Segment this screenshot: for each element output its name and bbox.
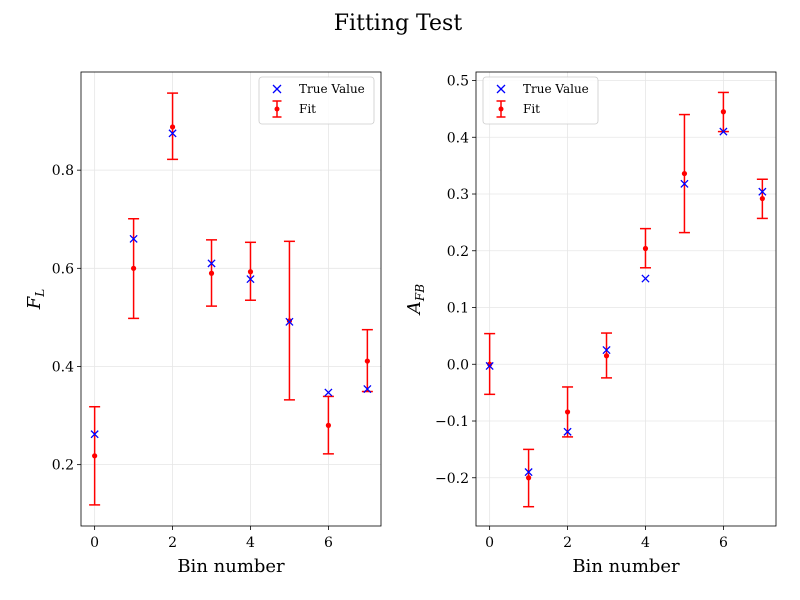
true-value-point	[129, 234, 138, 243]
y-tick-label: 0.0	[447, 357, 469, 373]
true-value-point	[641, 274, 650, 283]
true-value-point	[485, 361, 494, 371]
true-value-point	[285, 317, 294, 326]
true-value-point	[90, 430, 99, 439]
axes-frame	[80, 71, 382, 527]
legend-box	[258, 76, 375, 125]
legend-box	[482, 76, 599, 125]
y-axis-label: FL	[24, 289, 47, 311]
fit-point	[603, 353, 610, 359]
true-value-point	[602, 346, 611, 355]
y-tick-label: 0.2	[447, 244, 469, 260]
x-tick-label: 0	[90, 535, 99, 551]
legend-fit-label: Fit	[299, 102, 316, 116]
fit-point	[720, 109, 727, 115]
y-tick-label: 0.4	[447, 130, 469, 146]
fit-point	[208, 270, 215, 276]
fit-point	[642, 245, 649, 252]
y-tick-label: 0.3	[447, 187, 469, 203]
true-value-point	[524, 468, 533, 477]
y-tick-label: 0.6	[52, 261, 74, 277]
y-tick-label: −0.1	[435, 414, 469, 430]
fit-point	[92, 453, 98, 459]
legend-fit-marker	[498, 106, 504, 112]
axes-fl: 0 2 4 6 0.2 0.4 0.6 0.8 Bin number FL True Value Fi…	[24, 71, 382, 577]
true-value-point	[563, 427, 572, 436]
axes-afb: 0 2 4 6 −0.2 −0.1 0.0 0.1 0.2 0.3 0.4 0.5 Bin number…	[404, 71, 777, 577]
true-value-point	[168, 129, 177, 138]
y-axis-label: AFB	[404, 284, 427, 316]
x-axis-label: Bin number	[572, 556, 680, 577]
fit-point	[286, 318, 293, 324]
fit-point	[525, 475, 532, 481]
legend-true-value-label: True Value	[523, 82, 589, 96]
y-tick-label: −0.2	[435, 471, 469, 487]
true-value-point	[719, 127, 728, 136]
y-tick-label: 0.1	[447, 301, 469, 317]
legend-fit-label: Fit	[523, 102, 540, 116]
x-tick-label: 2	[168, 535, 177, 551]
fit-point	[681, 170, 688, 177]
x-tick-label: 0	[485, 535, 494, 551]
x-tick-label: 6	[324, 535, 333, 551]
legend-fit-marker	[274, 106, 280, 112]
true-value-point	[758, 187, 767, 196]
legend-true-value-label: True Value	[299, 82, 365, 96]
fit-point	[325, 422, 332, 428]
x-tick-label: 6	[719, 535, 728, 551]
x-tick-label: 4	[641, 535, 650, 551]
fit-point	[759, 195, 765, 202]
fit-point	[564, 409, 571, 415]
y-tick-label: 0.5	[447, 74, 469, 90]
legend-true-value-marker	[272, 84, 282, 94]
legend: True Value Fit	[258, 76, 375, 125]
figure-title: Fitting Test	[334, 11, 463, 36]
true-value-point	[363, 385, 372, 394]
legend-true-value-marker	[496, 84, 506, 94]
true-value-point	[680, 179, 689, 188]
true-value-point	[207, 259, 216, 268]
axes-frame	[475, 71, 777, 527]
y-tick-label: 0.2	[52, 458, 74, 474]
fit-point	[247, 269, 254, 275]
x-tick-label: 4	[246, 535, 255, 551]
true-value-point	[324, 388, 333, 397]
y-tick-label: 0.8	[52, 163, 74, 179]
x-axis-label: Bin number	[177, 556, 285, 577]
y-axis-label-subscript: L	[33, 289, 47, 298]
true-value-point	[246, 275, 255, 284]
legend: True Value Fit	[482, 76, 599, 125]
x-tick-label: 2	[563, 535, 572, 551]
y-axis-label-subscript: FB	[413, 284, 427, 302]
fit-point	[130, 265, 137, 271]
y-tick-label: 0.4	[52, 359, 74, 375]
fit-point	[169, 124, 176, 130]
fit-point	[364, 358, 370, 364]
